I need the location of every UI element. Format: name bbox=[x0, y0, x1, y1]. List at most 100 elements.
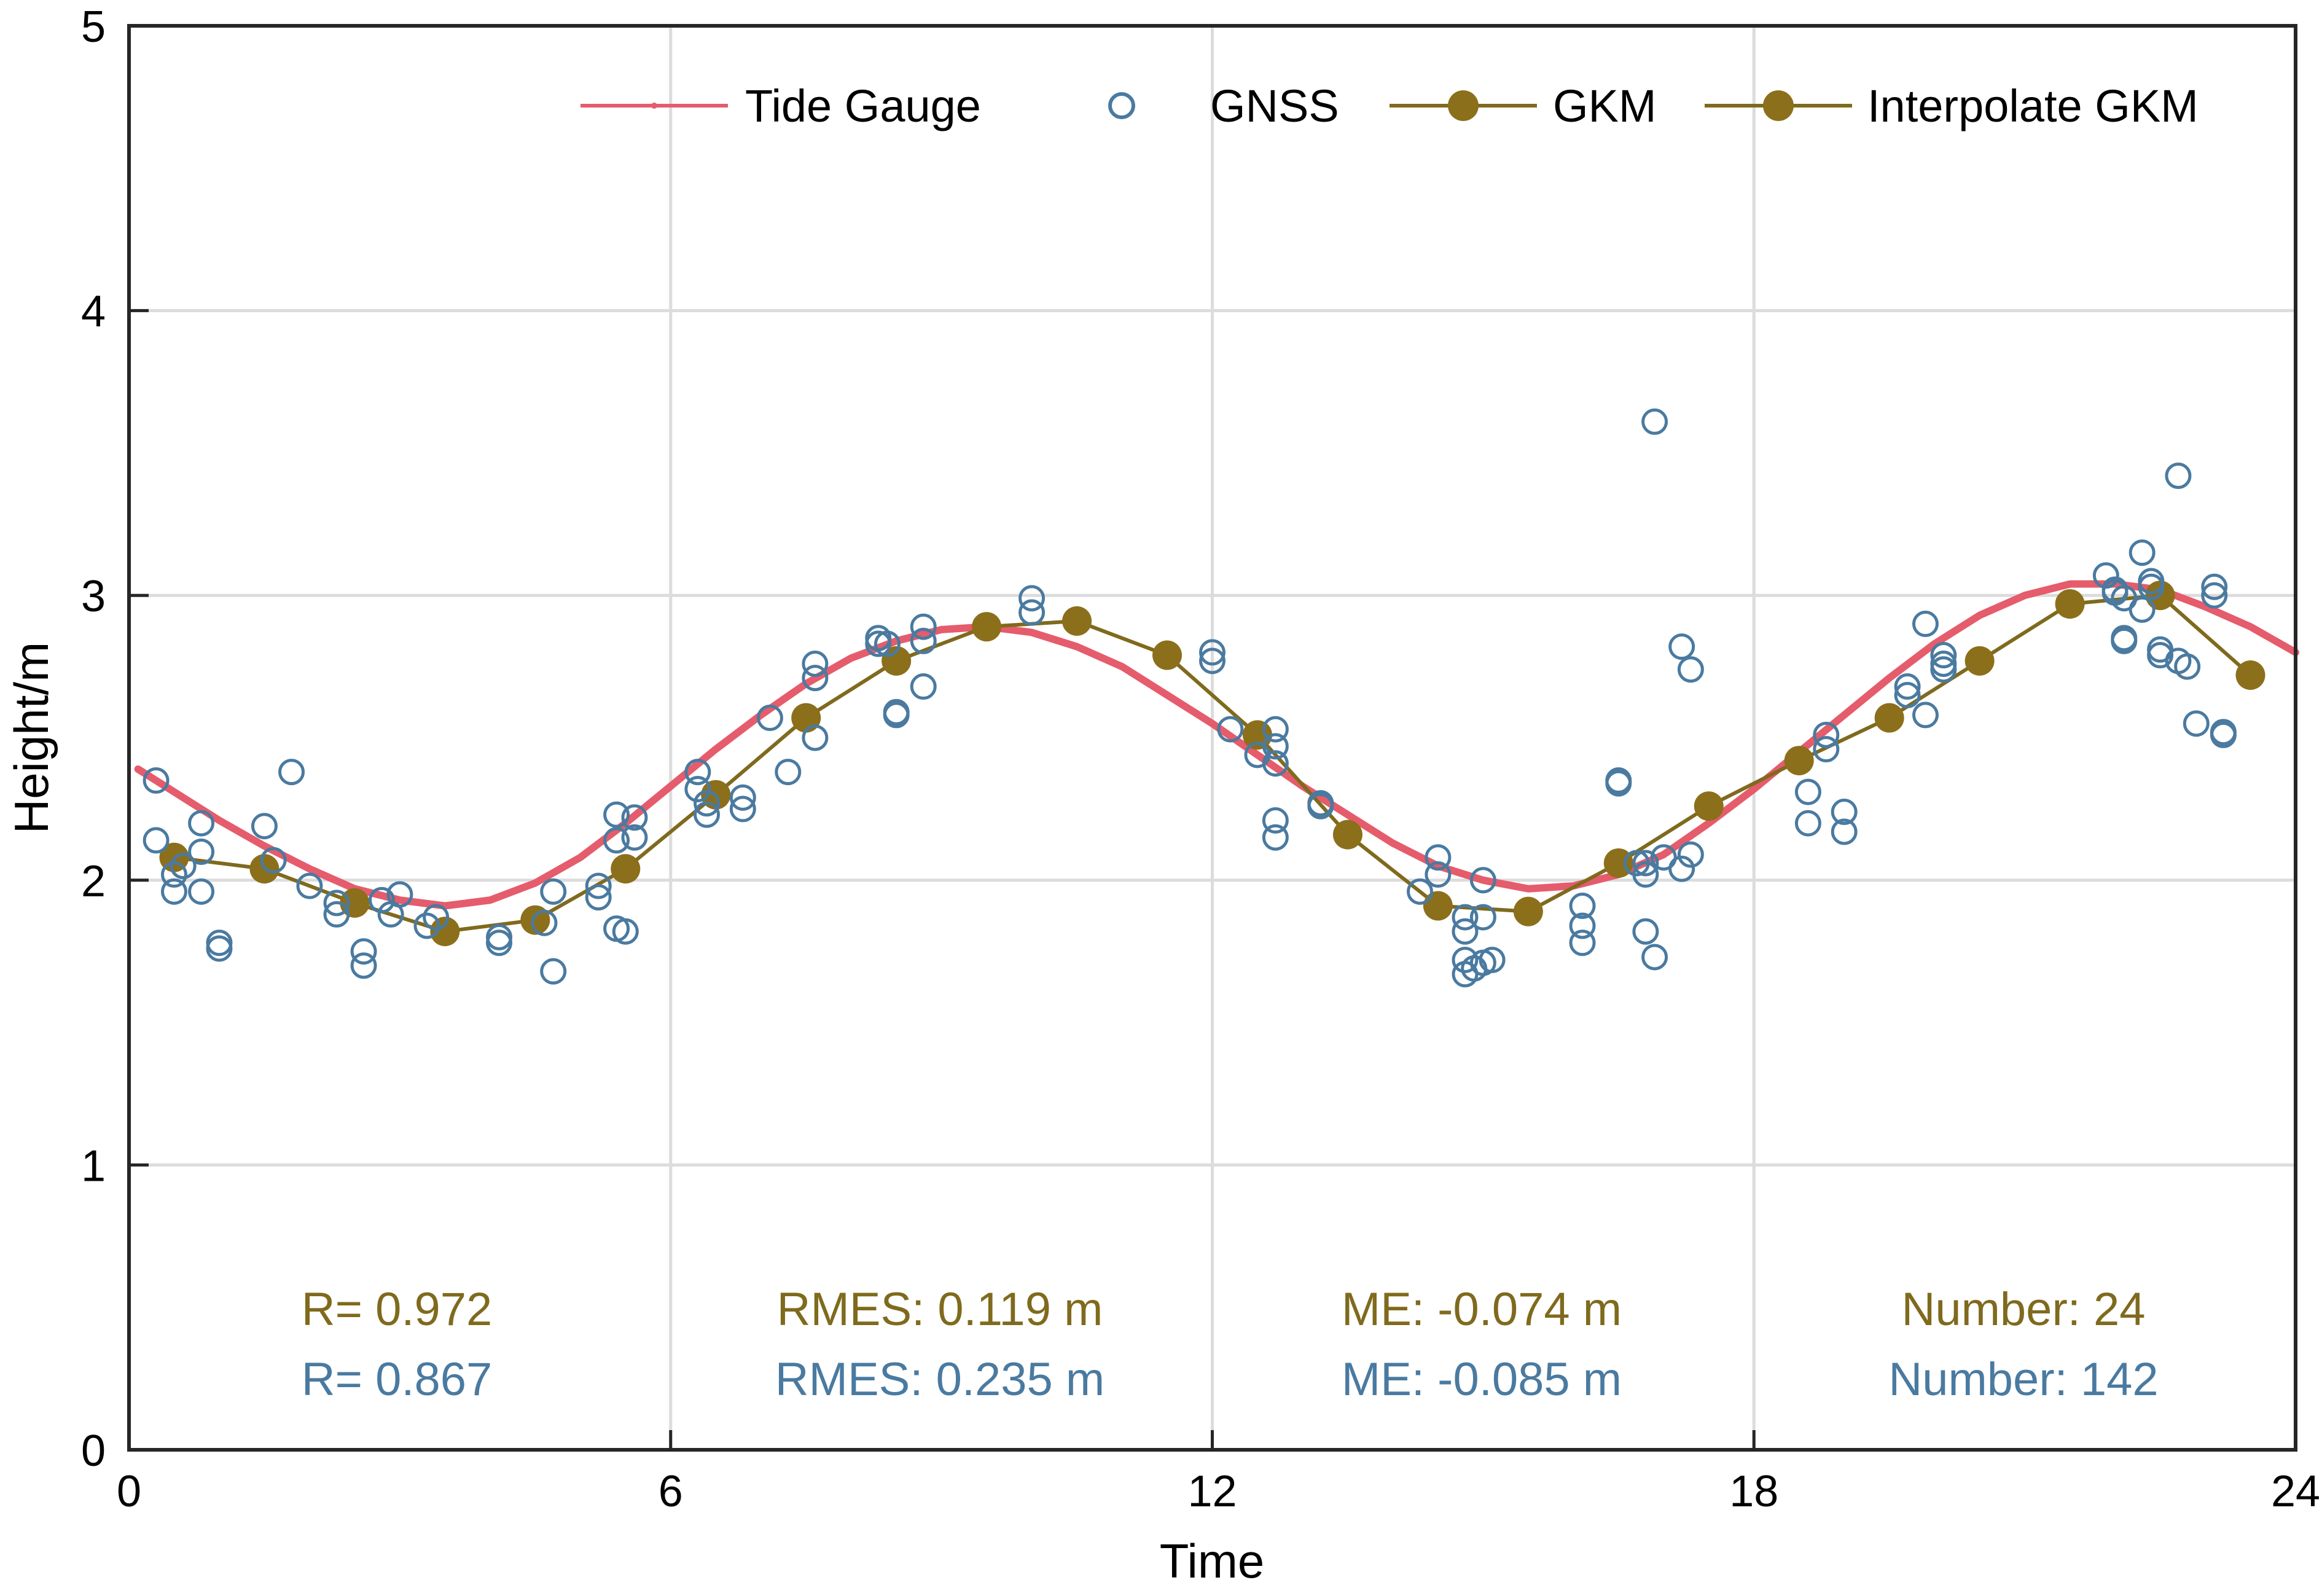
gnss-point bbox=[802, 665, 829, 692]
gkm-point bbox=[2235, 660, 2265, 690]
gnss-point bbox=[1831, 818, 1858, 845]
gnss-point bbox=[603, 801, 630, 828]
gnss-point bbox=[775, 759, 802, 786]
gnss-point bbox=[1262, 716, 1289, 743]
gnss-point bbox=[2128, 539, 2156, 566]
gnss-point bbox=[1407, 878, 1434, 905]
gkm-number-stat: Number: 24 bbox=[1901, 1283, 2145, 1336]
gnss-point bbox=[910, 627, 937, 654]
gnss-point bbox=[350, 938, 377, 965]
gnss-point bbox=[323, 901, 350, 928]
gnss-point bbox=[160, 878, 187, 905]
gkm-point bbox=[1513, 896, 1543, 926]
gnss-point bbox=[1217, 716, 1244, 743]
gkm-point bbox=[1062, 606, 1092, 636]
gnss-point bbox=[621, 824, 648, 851]
legend-tide-gauge-label: Tide Gauge bbox=[745, 80, 981, 131]
gnss-point bbox=[540, 958, 567, 985]
gnss-point bbox=[865, 630, 892, 657]
gnss-point bbox=[1794, 810, 1821, 837]
gnss-point bbox=[1813, 721, 1840, 748]
axis-ticks bbox=[127, 24, 2297, 1452]
gnss-point bbox=[368, 886, 395, 913]
gnss-point bbox=[2111, 627, 2138, 654]
gkm-point bbox=[1964, 646, 1995, 676]
gkm-point bbox=[611, 854, 641, 884]
gnss-point bbox=[1930, 656, 1957, 683]
gnss-point bbox=[323, 890, 350, 917]
gnss-point bbox=[2210, 719, 2237, 746]
y-tick-label: 4 bbox=[81, 288, 106, 337]
gkm-point bbox=[2055, 589, 2085, 619]
gkm-r-stat: R= 0.972 bbox=[302, 1283, 493, 1336]
gnss-point bbox=[540, 878, 567, 905]
gnss-point bbox=[1677, 656, 1704, 683]
gnss-point bbox=[1894, 681, 1921, 708]
gnss-point bbox=[684, 775, 711, 802]
gnss-point bbox=[531, 909, 558, 936]
x-tick-labels: 0 6 12 18 24 bbox=[117, 1467, 2320, 1516]
gnss-point bbox=[188, 810, 215, 837]
gnss-point bbox=[1469, 867, 1496, 894]
gnss-point bbox=[1452, 904, 1479, 931]
gnss-point bbox=[1262, 807, 1289, 834]
gnss-point bbox=[1452, 918, 1479, 945]
gnss-point bbox=[621, 804, 648, 831]
gnss-point bbox=[423, 904, 450, 931]
gnss-point bbox=[1641, 408, 1668, 435]
gnss-point bbox=[2128, 596, 2156, 623]
gnss-point bbox=[296, 872, 323, 899]
gnss-point bbox=[603, 827, 630, 854]
gnss-point bbox=[413, 912, 440, 939]
x-tick-label: 24 bbox=[2271, 1467, 2320, 1516]
gkm-me-stat: ME: -0.074 m bbox=[1342, 1283, 1622, 1336]
gnss-point bbox=[694, 801, 721, 828]
y-tick-label: 5 bbox=[81, 2, 106, 52]
x-axis-title: Time bbox=[1160, 1534, 1264, 1588]
gnss-number-stat: Number: 142 bbox=[1888, 1353, 2158, 1406]
tide-gauge-line bbox=[134, 580, 2299, 910]
gnss-point bbox=[1569, 893, 1596, 920]
gnss-point bbox=[188, 878, 215, 905]
gkm-point bbox=[882, 646, 912, 676]
gnss-point bbox=[1668, 855, 1695, 882]
gnss-point bbox=[612, 918, 639, 945]
gnss-point bbox=[874, 630, 901, 657]
gnss-point bbox=[170, 853, 197, 880]
gkm-point bbox=[1874, 703, 1904, 733]
legend-gnss-marker bbox=[1108, 92, 1135, 119]
gnss-point bbox=[1469, 904, 1496, 931]
gnss-point bbox=[1632, 850, 1659, 877]
gnss-point bbox=[694, 790, 721, 817]
gnss-me-stat: ME: -0.085 m bbox=[1342, 1353, 1622, 1406]
gnss-point bbox=[2201, 582, 2228, 609]
gnss-point bbox=[2147, 642, 2174, 669]
gnss-point bbox=[756, 705, 783, 732]
gnss-point bbox=[188, 838, 215, 865]
gnss-point bbox=[910, 673, 937, 700]
gkm-line bbox=[174, 593, 2252, 934]
legend-gkm-marker bbox=[1448, 90, 1479, 121]
gnss-point bbox=[1813, 736, 1840, 763]
gnss-point bbox=[729, 784, 756, 811]
gnss-point bbox=[1912, 611, 1939, 638]
gnss-point bbox=[1930, 642, 1957, 669]
gnss-point bbox=[206, 935, 233, 962]
gnss-series bbox=[143, 408, 2237, 988]
gnss-point bbox=[260, 847, 287, 874]
gnss-point bbox=[2174, 653, 2201, 680]
gnss-point bbox=[1668, 633, 1695, 660]
gnss-point bbox=[2165, 462, 2192, 489]
x-tick-label: 6 bbox=[659, 1467, 683, 1516]
y-tick-label: 2 bbox=[81, 857, 106, 906]
gkm-point bbox=[1694, 791, 1724, 821]
legend-gkm-label: GKM bbox=[1553, 80, 1657, 131]
gnss-point bbox=[486, 929, 513, 956]
gnss-point bbox=[1307, 792, 1334, 820]
y-tick-label: 3 bbox=[81, 572, 106, 621]
gnss-point bbox=[1641, 944, 1668, 971]
gnss-point bbox=[684, 759, 711, 786]
gnss-point bbox=[1262, 750, 1289, 777]
